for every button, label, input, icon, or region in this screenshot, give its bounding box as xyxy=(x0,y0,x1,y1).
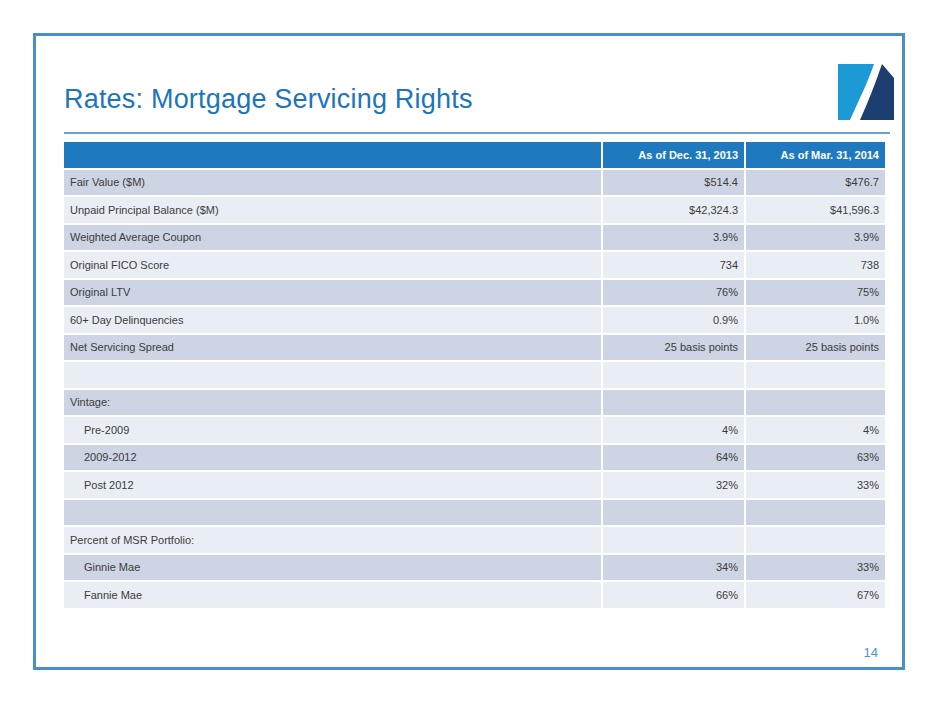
value-mar-2014: 75% xyxy=(746,280,885,306)
value-dec-2013: 25 basis points xyxy=(603,335,744,361)
value-mar-2014: 33% xyxy=(746,472,885,498)
table-row xyxy=(64,500,885,526)
value-dec-2013: $42,324.3 xyxy=(603,197,744,223)
company-logo-icon xyxy=(838,64,894,120)
title-divider xyxy=(64,132,890,134)
table-row: Vintage: xyxy=(64,390,885,416)
row-label: Ginnie Mae xyxy=(64,555,601,581)
table-row xyxy=(64,362,885,388)
row-label: Percent of MSR Portfolio: xyxy=(64,527,601,553)
row-label: Post 2012 xyxy=(64,472,601,498)
value-mar-2014: 3.9% xyxy=(746,225,885,251)
table-body: Fair Value ($M)$514.4$476.7Unpaid Princi… xyxy=(64,170,885,608)
value-dec-2013 xyxy=(603,527,744,553)
row-label: 2009-2012 xyxy=(64,445,601,471)
row-label: Unpaid Principal Balance ($M) xyxy=(64,197,601,223)
value-dec-2013 xyxy=(603,500,744,526)
table-header-row: As of Dec. 31, 2013 As of Mar. 31, 2014 xyxy=(64,142,885,168)
value-dec-2013: 76% xyxy=(603,280,744,306)
row-label: Fair Value ($M) xyxy=(64,170,601,196)
value-mar-2014: $476.7 xyxy=(746,170,885,196)
msr-data-table: As of Dec. 31, 2013 As of Mar. 31, 2014 … xyxy=(62,140,887,610)
table-row: Ginnie Mae34%33% xyxy=(64,555,885,581)
value-dec-2013: 734 xyxy=(603,252,744,278)
table-row: Percent of MSR Portfolio: xyxy=(64,527,885,553)
value-mar-2014: 63% xyxy=(746,445,885,471)
value-mar-2014: 4% xyxy=(746,417,885,443)
row-label: Net Servicing Spread xyxy=(64,335,601,361)
value-dec-2013 xyxy=(603,390,744,416)
row-label: Original FICO Score xyxy=(64,252,601,278)
value-dec-2013: 32% xyxy=(603,472,744,498)
slide: Rates: Mortgage Servicing Rights As of D… xyxy=(33,33,905,670)
value-dec-2013: 34% xyxy=(603,555,744,581)
value-mar-2014: 67% xyxy=(746,582,885,608)
value-mar-2014 xyxy=(746,527,885,553)
value-dec-2013 xyxy=(603,362,744,388)
column-header-dec-2013: As of Dec. 31, 2013 xyxy=(603,142,744,168)
value-mar-2014: 738 xyxy=(746,252,885,278)
value-mar-2014 xyxy=(746,390,885,416)
table-row: Original LTV76%75% xyxy=(64,280,885,306)
table-row: Original FICO Score734738 xyxy=(64,252,885,278)
column-header-mar-2014: As of Mar. 31, 2014 xyxy=(746,142,885,168)
row-label: Weighted Average Coupon xyxy=(64,225,601,251)
value-mar-2014: $41,596.3 xyxy=(746,197,885,223)
table-row: Post 201232%33% xyxy=(64,472,885,498)
row-label xyxy=(64,500,601,526)
row-label: Vintage: xyxy=(64,390,601,416)
table-row: Fair Value ($M)$514.4$476.7 xyxy=(64,170,885,196)
value-mar-2014: 1.0% xyxy=(746,307,885,333)
table-row: Pre-20094%4% xyxy=(64,417,885,443)
row-label: Original LTV xyxy=(64,280,601,306)
value-dec-2013: 66% xyxy=(603,582,744,608)
table-row: Unpaid Principal Balance ($M)$42,324.3$4… xyxy=(64,197,885,223)
value-dec-2013: $514.4 xyxy=(603,170,744,196)
value-dec-2013: 3.9% xyxy=(603,225,744,251)
row-label: Pre-2009 xyxy=(64,417,601,443)
table-row: Weighted Average Coupon3.9%3.9% xyxy=(64,225,885,251)
row-label: 60+ Day Delinquencies xyxy=(64,307,601,333)
value-mar-2014 xyxy=(746,500,885,526)
page-number: 14 xyxy=(864,645,878,660)
value-dec-2013: 0.9% xyxy=(603,307,744,333)
value-mar-2014 xyxy=(746,362,885,388)
value-mar-2014: 25 basis points xyxy=(746,335,885,361)
column-header-blank xyxy=(64,142,601,168)
table-row: 2009-201264%63% xyxy=(64,445,885,471)
row-label: Fannie Mae xyxy=(64,582,601,608)
value-mar-2014: 33% xyxy=(746,555,885,581)
value-dec-2013: 4% xyxy=(603,417,744,443)
table-row: Net Servicing Spread25 basis points25 ba… xyxy=(64,335,885,361)
value-dec-2013: 64% xyxy=(603,445,744,471)
table-row: Fannie Mae66%67% xyxy=(64,582,885,608)
page-title: Rates: Mortgage Servicing Rights xyxy=(64,84,473,115)
row-label xyxy=(64,362,601,388)
table-row: 60+ Day Delinquencies0.9%1.0% xyxy=(64,307,885,333)
